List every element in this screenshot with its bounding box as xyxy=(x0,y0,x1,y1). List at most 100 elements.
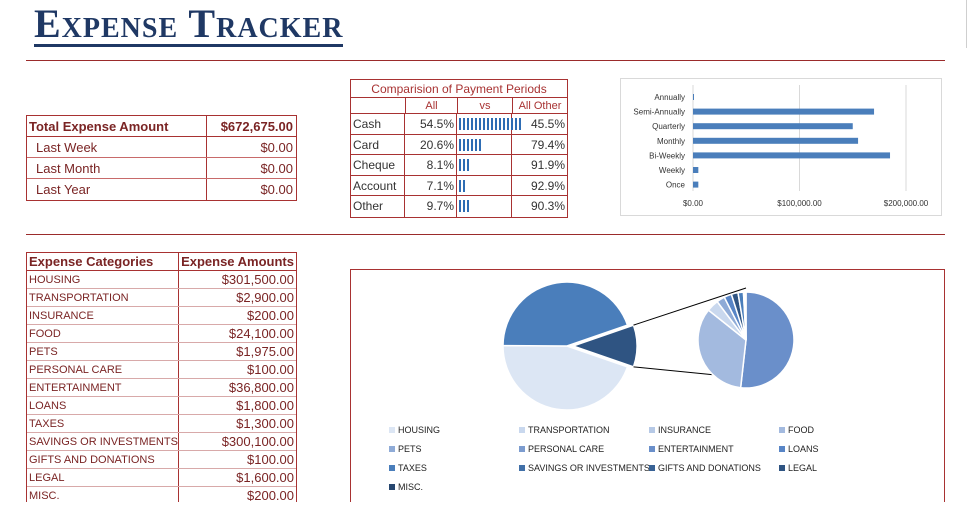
legend-item[interactable]: LOANS xyxy=(779,444,819,454)
legend-item[interactable]: PERSONAL CARE xyxy=(519,444,604,454)
legend-item[interactable]: MISC. xyxy=(389,482,423,492)
legend-swatch xyxy=(389,465,395,471)
last-month-row[interactable]: Last Month $0.00 xyxy=(27,158,296,179)
legend-label: ENTERTAINMENT xyxy=(658,444,734,454)
x-tick-label: $100,000.00 xyxy=(777,199,822,208)
share-all-value: 54.5% xyxy=(405,114,457,134)
category-name: Transportation xyxy=(29,292,129,304)
category-name: Taxes xyxy=(29,418,65,430)
last-week-value: $0.00 xyxy=(206,137,296,157)
share-sparkbar xyxy=(457,175,512,195)
legend-item[interactable]: INSURANCE xyxy=(649,425,711,435)
y-tick-label: Annually xyxy=(654,93,685,102)
share-sparkbar xyxy=(457,155,512,175)
share-other-value: 79.4% xyxy=(530,137,565,152)
payment-comparison-table: Comparision of Payment Periods All vs Al… xyxy=(350,79,568,218)
category-name: Misc. xyxy=(29,490,60,502)
legend-item[interactable]: TAXES xyxy=(389,463,427,473)
legend-label: TAXES xyxy=(398,463,427,473)
bar xyxy=(693,152,891,159)
category-amount: $100.00 xyxy=(178,451,296,468)
y-tick-label: Semi-Annually xyxy=(633,108,685,117)
category-name: Gifts and Donations xyxy=(29,454,155,466)
share-bar xyxy=(459,179,468,192)
legend-item[interactable]: LEGAL xyxy=(779,463,817,473)
bar xyxy=(693,94,694,100)
legend-swatch xyxy=(389,446,395,452)
legend-item[interactable]: ENTERTAINMENT xyxy=(649,444,734,454)
table-row[interactable]: Legal $1,600.00 xyxy=(27,469,296,487)
legend-item[interactable]: TRANSPORTATION xyxy=(519,425,610,435)
legend-label: GIFTS AND DONATIONS xyxy=(658,463,761,473)
share-all-value: 8.1% xyxy=(405,155,457,175)
section-divider xyxy=(26,234,945,235)
legend-swatch xyxy=(519,446,525,452)
legend-label: INSURANCE xyxy=(658,425,712,435)
table-row[interactable]: Food $24,100.00 xyxy=(27,325,296,343)
legend-label: LEGAL xyxy=(788,463,818,473)
legend-item[interactable]: GIFTS AND DONATIONS xyxy=(649,463,761,473)
category-name: Food xyxy=(29,328,61,340)
category-amount: $200.00 xyxy=(178,307,296,324)
category-name: Loans xyxy=(29,400,67,412)
share-all-value: 7.1% xyxy=(405,175,457,195)
page-title: Expense Tracker xyxy=(34,1,344,47)
table-row[interactable]: Transportation $2,900.00 xyxy=(27,289,296,307)
legend-item[interactable]: SAVINGS OR INVESTMENTS xyxy=(519,463,650,473)
share-bar xyxy=(459,118,524,130)
legend-swatch xyxy=(779,446,785,452)
categories-header: Expense Categories Expense Amounts xyxy=(27,253,296,271)
last-year-row[interactable]: Last Year $0.00 xyxy=(27,179,296,200)
table-row[interactable]: Gifts and Donations $100.00 xyxy=(27,451,296,469)
category-amount: $36,800.00 xyxy=(178,379,296,396)
pie-slice xyxy=(502,344,629,411)
connector-line xyxy=(633,287,747,326)
comparison-header: All vs All Other xyxy=(351,98,567,114)
table-row[interactable]: Taxes $1,300.00 xyxy=(27,415,296,433)
total-expense-label: Total Expense Amount xyxy=(29,118,169,134)
comparison-row[interactable]: Other 9.7% 90.3% xyxy=(351,196,567,217)
last-year-value: $0.00 xyxy=(206,179,296,200)
expense-categories-table: Expense Categories Expense Amounts Housi… xyxy=(26,252,297,502)
comparison-title: Comparision of Payment Periods xyxy=(351,80,567,98)
share-sparkbar xyxy=(457,114,524,134)
legend-swatch xyxy=(779,427,785,433)
total-expense-row[interactable]: Total Expense Amount $672,675.00 xyxy=(27,116,296,137)
legend-item[interactable]: PETS xyxy=(389,444,422,454)
last-month-label: Last Month xyxy=(36,160,101,176)
share-other-value: 91.9% xyxy=(530,158,565,172)
legend-label: TRANSPORTATION xyxy=(528,425,610,435)
comparison-row[interactable]: Account 7.1% 92.9% xyxy=(351,175,567,196)
bar xyxy=(693,167,699,173)
comparison-row[interactable]: Card 20.6% 79.4% xyxy=(351,134,567,155)
table-row[interactable]: Loans $1,800.00 xyxy=(27,397,296,415)
header-vs: vs xyxy=(457,98,512,113)
table-row[interactable]: Entertainment $36,800.00 xyxy=(27,379,296,397)
category-amount: $200.00 xyxy=(178,487,296,502)
payment-frequency-chart: $0.00 $100,000.00 $200,000.00 Annually Semi-… xyxy=(620,78,942,216)
legend-swatch xyxy=(389,484,395,490)
table-row[interactable]: Savings or Investments $300,100.00 xyxy=(27,433,296,451)
expense-pie-chart: HOUSING TRANSPORTATION INSURANCE FOOD PETS PE… xyxy=(350,269,945,502)
table-row[interactable]: Housing $301,500.00 xyxy=(27,271,296,289)
last-week-row[interactable]: Last Week $0.00 xyxy=(27,137,296,158)
share-other-value: 45.5% xyxy=(530,117,565,131)
category-amount: $2,900.00 xyxy=(178,289,296,306)
legend-item[interactable]: HOUSING xyxy=(389,425,440,435)
comparison-row[interactable]: Cash 54.5% 45.5% xyxy=(351,114,567,135)
bar xyxy=(693,181,699,188)
table-row[interactable]: Personal Care $100.00 xyxy=(27,361,296,379)
table-row[interactable]: Pets $1,975.00 xyxy=(27,343,296,361)
legend-swatch xyxy=(649,427,655,433)
bar xyxy=(693,123,853,130)
comparison-row[interactable]: Cheque 8.1% 91.9% xyxy=(351,155,567,176)
last-year-label: Last Year xyxy=(36,182,91,197)
legend-swatch xyxy=(649,465,655,471)
table-row[interactable]: Misc. $200.00 xyxy=(27,487,296,502)
legend-label: PETS xyxy=(398,444,422,454)
y-tick-label: Once xyxy=(666,181,686,190)
legend-item[interactable]: FOOD xyxy=(779,425,814,435)
table-row[interactable]: Insurance $200.00 xyxy=(27,307,296,325)
share-all-value: 20.6% xyxy=(405,134,457,154)
pie-slice xyxy=(502,281,629,347)
